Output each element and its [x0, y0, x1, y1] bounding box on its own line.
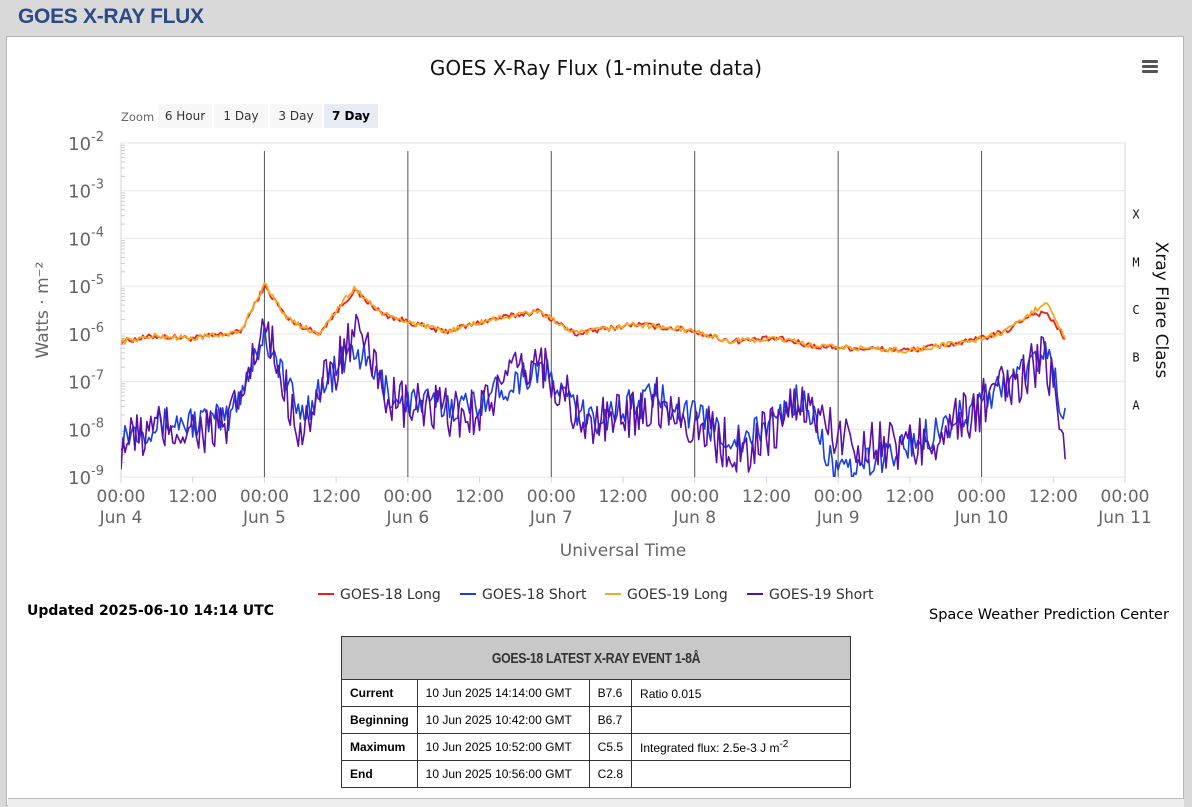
row-extra: Ratio 0.015 [631, 679, 851, 707]
flare-class-label: C [1132, 303, 1139, 317]
plot-frame [120, 142, 1126, 478]
series-line-goes-19-short [121, 313, 1066, 473]
y-tick-label: 10-6 [68, 321, 104, 346]
x-tick-time: 12:00 [599, 487, 648, 507]
legend-item: GOES-18 Short [482, 587, 587, 603]
table-row: Maximum 10 Jun 2025 10:52:00 GMT C5.5 In… [341, 733, 851, 761]
x-tick-date: Jun 11 [1097, 508, 1152, 528]
flare-class-label: B [1132, 351, 1139, 365]
y-axis-title: Watts · m⁻² [33, 262, 53, 359]
flare-class-label: X [1132, 208, 1140, 222]
table-row: Current 10 Jun 2025 14:14:00 GMT B7.6 Ra… [341, 679, 851, 707]
series-line-goes-19-long [121, 282, 1066, 354]
y-tick-label: 10-9 [68, 464, 104, 489]
x-tick-time: 00:00 [527, 487, 576, 507]
table-row: Beginning 10 Jun 2025 10:42:00 GMT B6.7 [341, 706, 851, 734]
zoom-6-hour-button[interactable]: 6 Hour [158, 104, 212, 128]
updated-timestamp: Updated 2025-06-10 14:14 UTC [27, 603, 274, 619]
x-tick-date: Jun 6 [385, 508, 429, 528]
y-tick-label: 10-3 [68, 178, 104, 203]
zoom-1-day-button[interactable]: 1 Day [214, 104, 268, 128]
page-title: GOES X-RAY FLUX [18, 5, 204, 28]
legend-item: GOES-19 Long [627, 587, 728, 603]
zoom-label: Zoom [121, 110, 155, 124]
x-tick-time: 00:00 [383, 487, 432, 507]
x-tick-time: 12:00 [885, 487, 934, 507]
row-time: 10 Jun 2025 10:56:00 GMT [416, 760, 590, 788]
page-header: GOES X-RAY FLUX [0, 0, 1192, 36]
row-label: End [341, 760, 418, 788]
x-tick-time: 00:00 [97, 487, 146, 507]
x-axis-title: Universal Time [560, 541, 686, 561]
flare-class-label: A [1132, 398, 1140, 412]
row-time: 10 Jun 2025 10:52:00 GMT [416, 733, 590, 761]
menu-icon[interactable] [1139, 56, 1161, 78]
row-time: 10 Jun 2025 14:14:00 GMT [416, 679, 590, 707]
legend-item: GOES-19 Short [769, 587, 874, 603]
y-tick-label: 10-7 [68, 369, 104, 394]
x-tick-date: Jun 10 [954, 508, 1009, 528]
x-tick-time: 12:00 [455, 487, 504, 507]
x-tick-time: 00:00 [240, 487, 289, 507]
row-label: Beginning [341, 706, 418, 734]
event-table-title: GOES-18 LATEST X-RAY EVENT 1-8Å [341, 636, 851, 680]
x-tick-date: Jun 9 [816, 508, 860, 528]
latest-event-table: GOES-18 LATEST X-RAY EVENT 1-8Å Current … [341, 636, 851, 788]
row-time: 10 Jun 2025 10:42:00 GMT [416, 706, 590, 734]
y-tick-label: 10-4 [68, 225, 104, 250]
zoom-7-day-button[interactable]: 7 Day [324, 104, 378, 128]
x-tick-date: Jun 4 [99, 508, 143, 528]
x-tick-time: 12:00 [168, 487, 217, 507]
x-tick-time: 12:00 [312, 487, 361, 507]
y2-axis-title: Xray Flare Class [1151, 242, 1171, 379]
zoom-3-day-button[interactable]: 3 Day [270, 104, 322, 128]
legend-item: GOES-18 Long [340, 587, 441, 603]
x-tick-time: 00:00 [670, 487, 719, 507]
row-class: B6.7 [588, 706, 633, 734]
row-label: Current [341, 679, 418, 707]
table-row: End 10 Jun 2025 10:56:00 GMT C2.8 [341, 760, 851, 788]
x-tick-time: 00:00 [1101, 487, 1150, 507]
flare-class-label: M [1132, 255, 1139, 269]
x-tick-date: Jun 8 [672, 508, 716, 528]
x-tick-time: 00:00 [957, 487, 1006, 507]
y-tick-label: 10-8 [68, 416, 104, 441]
row-extra [631, 760, 851, 788]
series-line-goes-18-short [121, 323, 1066, 477]
row-class: C2.8 [588, 760, 633, 788]
x-tick-date: Jun 7 [529, 508, 573, 528]
y-tick-label: 10-2 [68, 130, 104, 155]
credit-label: Space Weather Prediction Center [929, 607, 1169, 623]
y-tick-label: 10-5 [68, 273, 104, 298]
chart-title: GOES X-Ray Flux (1-minute data) [430, 56, 762, 80]
bottom-scrollbar[interactable] [8, 798, 1184, 807]
row-class: C5.5 [588, 733, 633, 761]
x-tick-time: 12:00 [1029, 487, 1078, 507]
row-extra [631, 706, 851, 734]
row-extra: Integrated flux: 2.5e-3 J m-2 [631, 733, 851, 761]
x-tick-time: 00:00 [814, 487, 863, 507]
row-label: Maximum [341, 733, 418, 761]
x-tick-date: Jun 5 [242, 508, 286, 528]
x-tick-time: 12:00 [742, 487, 791, 507]
row-class: B7.6 [588, 679, 633, 707]
